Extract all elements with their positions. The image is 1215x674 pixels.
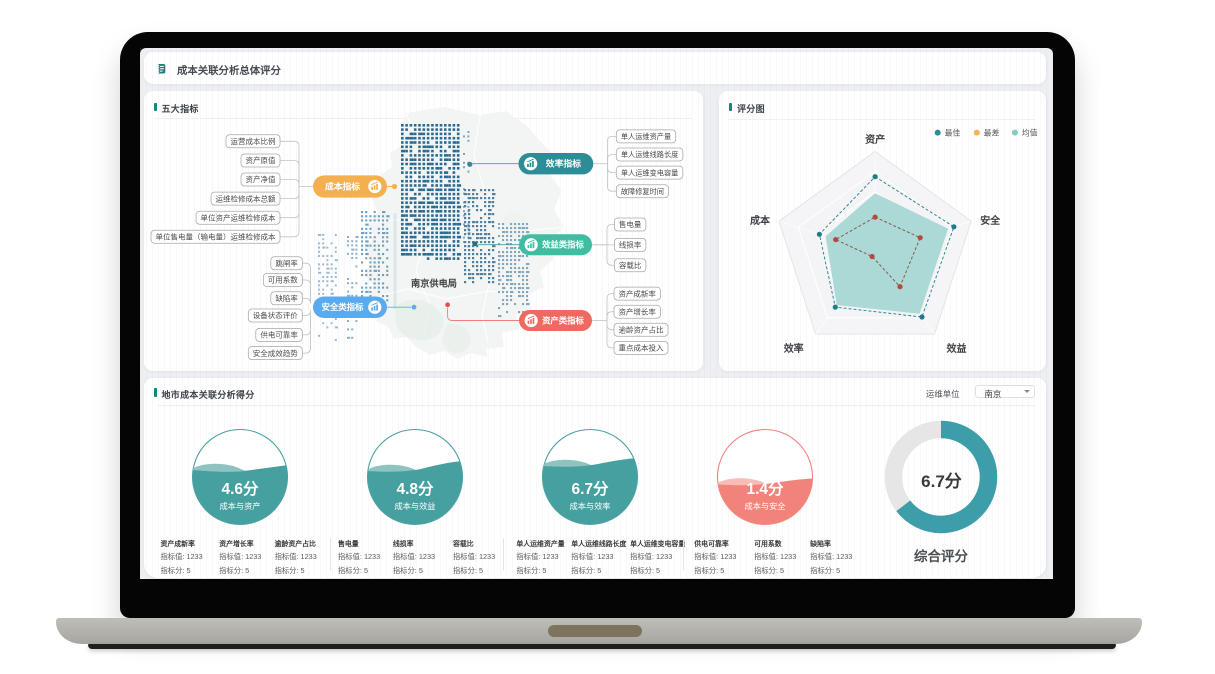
svg-text:安全: 安全 [980, 214, 1001, 227]
svg-text:线损率: 线损率 [619, 240, 642, 250]
svg-text:成本与安全: 成本与安全 [745, 501, 786, 511]
svg-text:6.7分: 6.7分 [571, 480, 609, 498]
svg-text:成本与资产: 成本与资产 [220, 501, 261, 511]
svg-text:故障修复时间: 故障修复时间 [621, 187, 664, 196]
svg-text:供电可靠率: 供电可靠率 [260, 330, 298, 340]
svg-text:资产净值: 资产净值 [246, 174, 276, 184]
svg-text:南京供电局: 南京供电局 [411, 278, 457, 289]
svg-text:单位资产运维检修成本: 单位资产运维检修成本 [201, 212, 276, 222]
svg-text:成本与效益: 成本与效益 [395, 501, 436, 511]
svg-text:4.8分: 4.8分 [396, 480, 434, 498]
svg-text:单人运维变电容量: 单人运维变电容量 [621, 168, 679, 177]
svg-text:效率指标: 效率指标 [546, 158, 581, 169]
svg-text:运维检修成本总额: 运维检修成本总额 [216, 193, 276, 203]
svg-text:效益: 效益 [946, 342, 966, 355]
svg-text:4.6分: 4.6分 [221, 480, 259, 498]
svg-text:最差: 最差 [983, 128, 999, 138]
svg-text:逾龄资产占比: 逾龄资产占比 [619, 325, 664, 335]
svg-text:运营成本比例: 运营成本比例 [231, 136, 276, 146]
svg-text:资产原值: 资产原值 [246, 155, 276, 165]
svg-text:跳闸率: 跳闸率 [275, 258, 298, 268]
svg-text:缺陷率: 缺陷率 [275, 293, 298, 303]
svg-text:6.7分: 6.7分 [921, 472, 962, 491]
svg-text:安全成效趋势: 安全成效趋势 [253, 348, 298, 358]
svg-text:最佳: 最佳 [944, 128, 960, 138]
svg-text:资产: 资产 [865, 133, 885, 146]
svg-text:1.4分: 1.4分 [746, 480, 784, 498]
svg-text:安全类指标: 安全类指标 [322, 302, 364, 312]
svg-text:效率: 效率 [783, 342, 803, 355]
svg-text:资产增长率: 资产增长率 [618, 306, 656, 316]
svg-text:重点成本投入: 重点成本投入 [619, 343, 664, 353]
svg-text:均值: 均值 [1021, 128, 1037, 138]
svg-text:资产成新率: 资产成新率 [618, 288, 656, 298]
svg-text:单人运维线路长度: 单人运维线路长度 [621, 150, 679, 159]
svg-text:成本指标: 成本指标 [325, 181, 360, 192]
svg-text:单人运维资产量: 单人运维资产量 [621, 132, 671, 141]
svg-text:设备状态评价: 设备状态评价 [253, 310, 298, 320]
svg-text:成本: 成本 [750, 214, 771, 227]
svg-text:可用系数: 可用系数 [268, 275, 298, 285]
svg-text:售电量: 售电量 [619, 219, 642, 229]
svg-text:效益类指标: 效益类指标 [542, 240, 584, 250]
svg-text:单位售电量（输电量）运维检修成本: 单位售电量（输电量）运维检修成本 [156, 232, 276, 242]
svg-text:容载比: 容载比 [619, 260, 642, 270]
svg-text:成本与效率: 成本与效率 [570, 501, 611, 511]
svg-text:资产类指标: 资产类指标 [542, 316, 584, 326]
